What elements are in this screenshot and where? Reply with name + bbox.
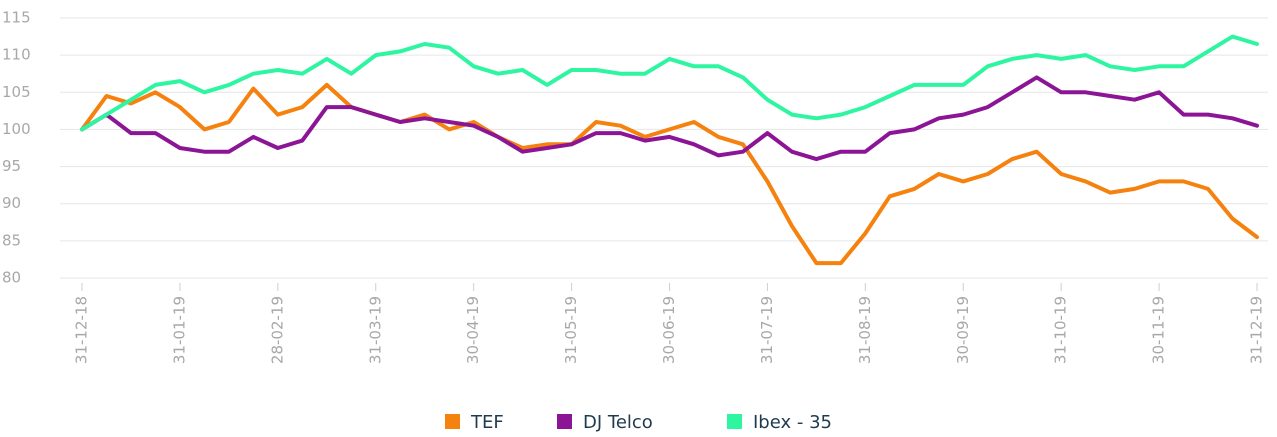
x-tick-label: 31-07-19 xyxy=(758,296,776,364)
y-tick-label: 80 xyxy=(2,269,21,287)
y-tick-label: 85 xyxy=(2,231,21,249)
x-tick-label: 31-10-19 xyxy=(1052,296,1070,364)
x-tick-label: 30-04-19 xyxy=(464,296,482,364)
x-tick-label: 30-09-19 xyxy=(954,296,972,364)
series-line xyxy=(80,75,1259,162)
legend-swatch xyxy=(727,414,742,429)
x-tick-label: 31-05-19 xyxy=(562,296,580,364)
x-tick-label: 30-11-19 xyxy=(1150,296,1168,364)
legend-label: DJ Telco xyxy=(583,412,653,433)
x-tick-label: 31-03-19 xyxy=(366,296,384,364)
legend-swatch xyxy=(445,414,460,429)
x-tick-label: 31-01-19 xyxy=(170,296,188,364)
x-tick-label: 31-12-19 xyxy=(1248,296,1266,364)
legend-label: TEF xyxy=(470,412,504,433)
y-tick-label: 95 xyxy=(2,157,21,175)
y-tick-label: 105 xyxy=(2,83,31,101)
y-tick-label: 115 xyxy=(2,9,31,27)
y-tick-label: 100 xyxy=(2,120,31,138)
series-line xyxy=(80,82,1259,266)
x-tick-label: 30-06-19 xyxy=(660,296,678,364)
legend-label: Ibex - 35 xyxy=(753,412,832,433)
legend-swatch xyxy=(557,414,572,429)
y-tick-label: 110 xyxy=(2,46,31,64)
x-tick-label: 31-08-19 xyxy=(856,296,874,364)
x-tick-label: 28-02-19 xyxy=(268,296,286,364)
y-tick-label: 90 xyxy=(2,194,21,212)
x-tick-label: 31-12-18 xyxy=(73,296,91,364)
series-line xyxy=(80,34,1259,132)
